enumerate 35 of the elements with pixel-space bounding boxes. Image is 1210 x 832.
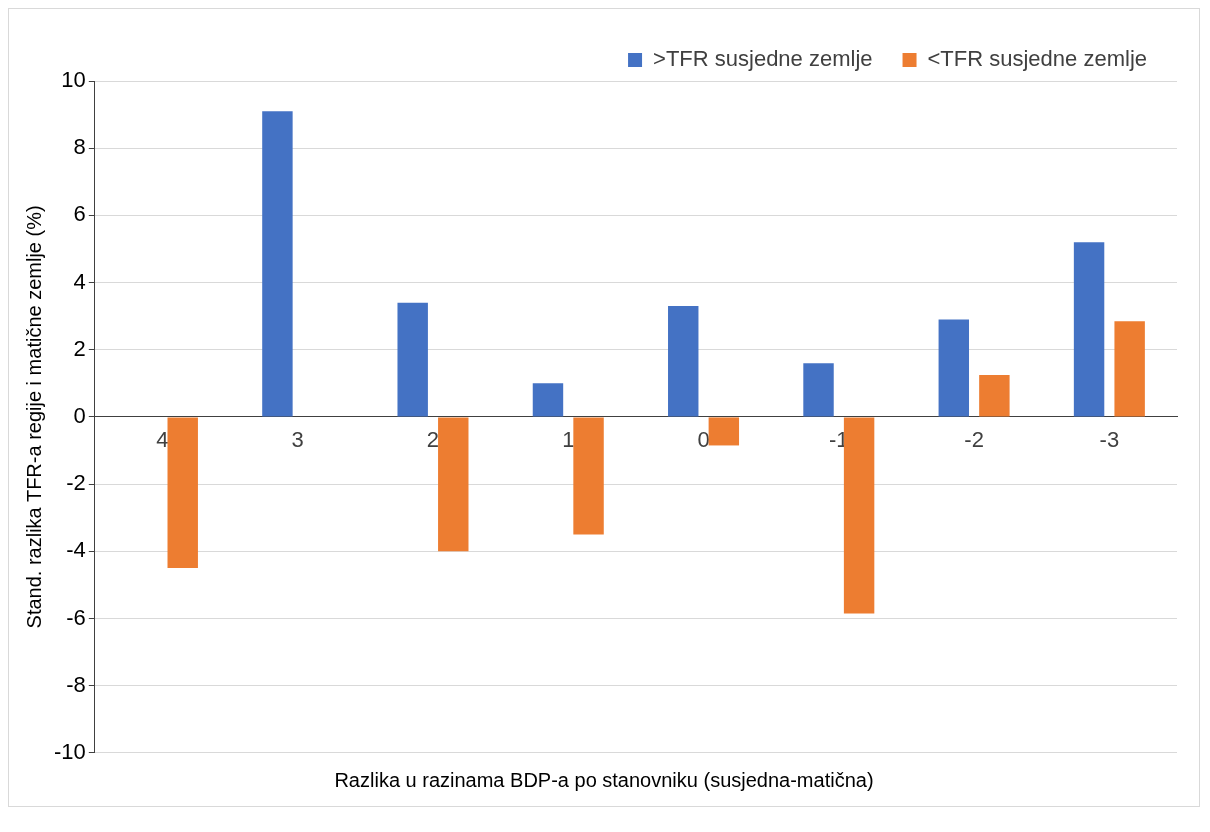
bar [803,363,834,417]
x-tick-label: 2 [426,427,440,453]
y-tick-label: 2 [73,335,86,361]
bar [262,111,293,417]
x-tick-label: -2 [964,427,984,453]
y-tick-label: -4 [66,537,86,563]
y-tick-label: 10 [61,67,86,93]
bar [843,417,875,614]
y-tick-label: -6 [66,604,86,630]
x-tick-label: 0 [697,427,710,453]
bar [938,319,970,417]
y-axis-title: Stand. razlika TFR-a regije i matične zemlje (%) [22,205,45,629]
bar [979,374,1010,417]
x-axis-title: Razlika u razinama BDP-a po stanovniku (susjedna-matična) [333,769,875,793]
y-tick-label: 4 [73,268,86,294]
y-tick-label: -8 [66,671,86,697]
bar [397,302,428,417]
legend-label: >TFR susjedne zemlje [653,46,873,72]
y-tick-label: 6 [73,201,86,227]
bar [532,383,564,417]
x-tick-label: 4 [156,427,169,453]
bar [708,417,740,446]
bar [1073,242,1105,417]
bar [167,417,198,569]
bar [573,417,604,535]
legend-label: <TFR susjedne zemlje [927,46,1148,72]
y-tick-label: -2 [66,470,86,496]
y-tick-label: 0 [73,402,86,428]
y-tick-label: 8 [73,134,86,160]
x-tick-label: -3 [1099,427,1120,453]
x-tick-label: 3 [291,427,304,453]
bar [438,417,469,552]
bar [1114,321,1145,417]
bar [668,306,699,417]
y-tick-label: -10 [54,738,86,764]
